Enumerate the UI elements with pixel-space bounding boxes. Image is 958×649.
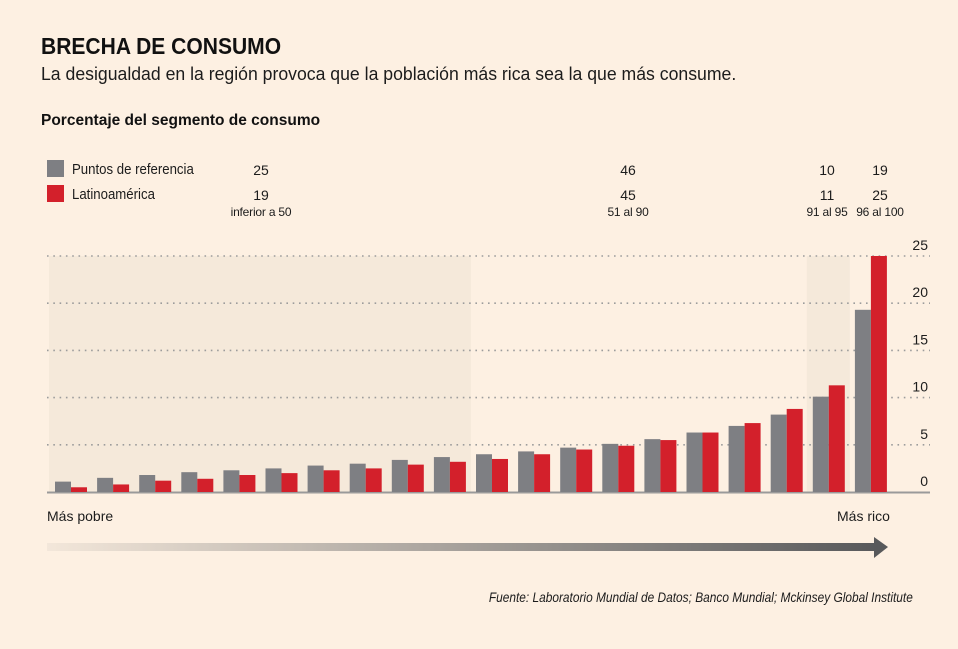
bar-referencia <box>602 443 619 492</box>
bar-latinoamerica <box>786 408 803 492</box>
bar-referencia <box>55 481 71 492</box>
segment-range-label: 51 al 90 <box>607 205 649 219</box>
bar-latinoamerica <box>407 464 424 492</box>
segment-shade <box>49 256 471 492</box>
bar-referencia <box>181 472 198 492</box>
bar-referencia <box>307 465 324 492</box>
y-tick-label: 20 <box>912 284 928 300</box>
bar-latinoamerica <box>534 454 551 492</box>
segment-value-referencia: 10 <box>819 162 835 178</box>
segment-range-label: 91 al 95 <box>806 205 848 219</box>
bar-latinoamerica <box>702 432 719 492</box>
segment-value-referencia: 25 <box>253 162 269 178</box>
axis-label-poorest: Más pobre <box>47 508 114 524</box>
bar-latinoamerica <box>365 468 382 492</box>
bar-referencia <box>560 447 577 492</box>
segment-range-label: 96 al 100 <box>856 205 904 219</box>
bar-referencia <box>265 468 282 492</box>
arrow-head-icon <box>874 537 888 558</box>
bar-referencia <box>686 432 703 492</box>
bar-latinoamerica <box>323 470 340 492</box>
y-axis: 0 5 10 15 20 25 <box>912 237 928 489</box>
page-subtitle: La desigualdad en la región provoca que … <box>41 64 737 84</box>
bar-latinoamerica <box>870 256 887 492</box>
bar-latinoamerica <box>744 423 761 492</box>
legend-label-referencia: Puntos de referencia <box>72 161 194 178</box>
arrow-shaft <box>47 543 876 551</box>
bar-referencia <box>518 451 535 492</box>
legend-swatch-referencia <box>47 160 64 177</box>
source-note: Fuente: Laboratorio Mundial de Datos; Ba… <box>488 589 913 605</box>
bar-latinoamerica <box>492 458 508 492</box>
direction-arrow <box>47 537 888 558</box>
legend-swatch-latam <box>47 185 64 202</box>
bar-latinoamerica <box>828 385 845 492</box>
bar-referencia <box>812 396 829 492</box>
bar-referencia <box>770 414 787 492</box>
y-tick-label: 5 <box>920 426 928 442</box>
bar-referencia <box>728 425 745 492</box>
bar-latinoamerica <box>281 473 298 492</box>
y-tick-label: 25 <box>912 237 928 253</box>
bars <box>55 256 887 492</box>
segment-value-latam: 19 <box>253 186 269 203</box>
bar-referencia <box>854 309 871 492</box>
bar-latinoamerica <box>239 475 256 492</box>
bar-referencia <box>139 475 156 492</box>
bar-referencia <box>97 477 114 492</box>
segment-shading <box>49 256 850 492</box>
bar-referencia <box>433 457 450 492</box>
axis-label-richest: Más rico <box>837 508 890 524</box>
bar-referencia <box>644 439 661 492</box>
segment-value-latam: 25 <box>872 186 888 203</box>
page-title: BRECHA DE CONSUMO <box>41 33 282 59</box>
y-tick-label: 0 <box>920 473 928 489</box>
bar-referencia <box>349 463 366 492</box>
legend-label-latam: Latinoamérica <box>72 186 155 203</box>
gridlines <box>47 255 930 494</box>
chart-label: Porcentaje del segmento de consumo <box>41 112 321 129</box>
segment-value-latam: 45 <box>620 186 636 203</box>
bar-latinoamerica <box>618 445 635 492</box>
bar-latinoamerica <box>71 487 87 492</box>
bar-referencia <box>223 470 240 492</box>
y-tick-label: 15 <box>912 331 928 347</box>
bar-latinoamerica <box>113 484 130 492</box>
bar-latinoamerica <box>197 478 214 492</box>
segment-range-label: inferior a 50 <box>230 205 292 219</box>
bar-latinoamerica <box>660 440 677 492</box>
bar-referencia <box>391 459 408 492</box>
bar-latinoamerica <box>449 461 466 492</box>
segment-value-referencia: 46 <box>620 162 636 178</box>
bar-latinoamerica <box>155 480 172 492</box>
segment-value-referencia: 19 <box>872 162 888 178</box>
bar-latinoamerica <box>576 449 593 492</box>
segment-value-latam: 11 <box>819 186 835 203</box>
y-tick-label: 10 <box>912 379 928 395</box>
bar-referencia <box>476 454 492 492</box>
